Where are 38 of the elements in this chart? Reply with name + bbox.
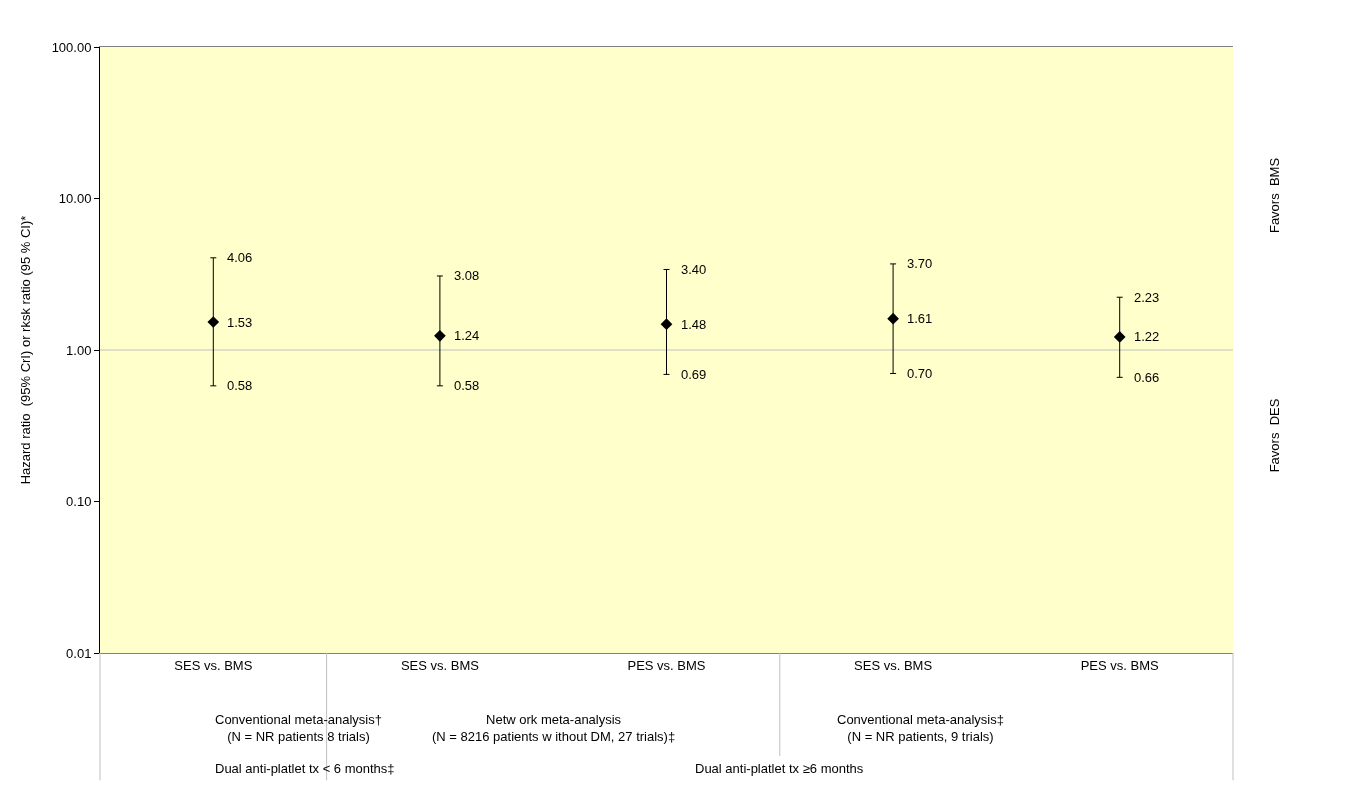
text: 1.48 <box>681 317 707 332</box>
text: Favors BMS <box>1266 157 1282 234</box>
x-tick-label: PES vs. BMS <box>627 657 706 673</box>
y-tick-label: 10.00 <box>58 191 92 207</box>
y-tick-label: 1.00 <box>66 342 92 358</box>
annotation: 0.66 <box>1134 370 1160 385</box>
annotation: 0.69 <box>681 367 707 382</box>
x-tick-label: SES vs. BMS <box>854 657 933 673</box>
annotation: 0.70 <box>907 366 933 381</box>
y-tick-label: 100.00 <box>51 39 92 55</box>
text: Conventional meta-analysis‡ (N = NR patients, 9 trials) <box>837 712 1004 744</box>
annotation: 3.40 <box>681 262 707 277</box>
x-tick-label: SES vs. BMS <box>400 657 480 673</box>
annotation: 0.58 <box>227 378 253 393</box>
text: 1.22 <box>1134 329 1160 344</box>
point <box>434 330 446 342</box>
point <box>207 316 220 328</box>
annotation: 3.08 <box>454 268 480 283</box>
x-tick-label: SES vs. BMS <box>174 657 253 673</box>
y-tick-label: 0.10 <box>66 494 92 510</box>
annotation: 4.06 <box>227 250 253 265</box>
point <box>887 312 899 325</box>
text: Netw ork meta-analysis (N = 8216 patients w ithout DM, 27 trials)‡ <box>432 712 676 744</box>
x-tick-label: PES vs. BMS <box>1080 657 1160 673</box>
point <box>1113 331 1126 343</box>
text: Dual anti-platlet tx < 6 months‡ <box>215 761 395 776</box>
text: Dual anti-platlet tx ≥6 months <box>695 761 864 776</box>
point <box>660 318 673 331</box>
y-axis-title: Hazard ratio (95% CrI) or rksk ratio (95 % CI)* <box>17 215 33 485</box>
text: 1.53 <box>227 315 253 330</box>
text: Conventional meta-analysis† (N = NR patients 8 trials) <box>215 712 382 744</box>
y-tick-label: 0.01 <box>66 645 92 661</box>
text: 1.24 <box>454 328 480 343</box>
text: Favors DES <box>1266 398 1282 473</box>
annotation: 0.58 <box>454 378 480 393</box>
text: 1.61 <box>907 311 933 326</box>
annotation: 3.70 <box>907 256 933 271</box>
annotation: 2.23 <box>1134 290 1160 305</box>
